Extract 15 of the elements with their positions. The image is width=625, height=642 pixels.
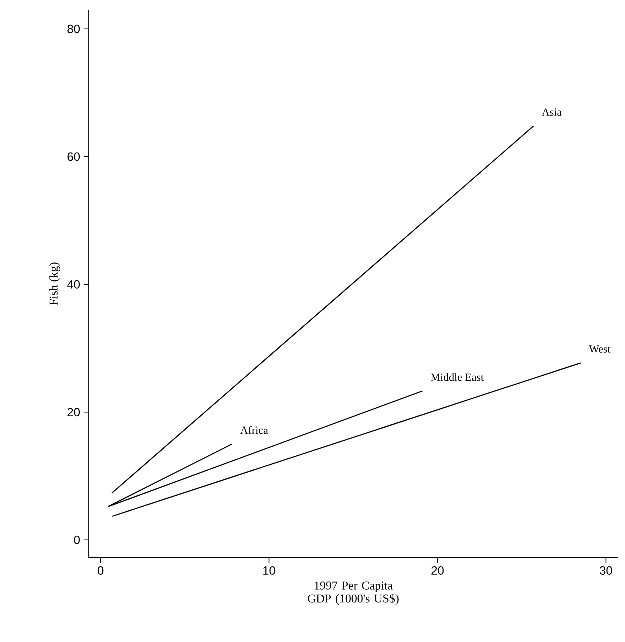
y-tick-label: 40 (67, 280, 80, 289)
y-tick-label: 20 (68, 408, 80, 417)
y-tick-label: 80 (68, 24, 80, 34)
x-tick-label: 10 (264, 566, 276, 575)
x-axis-title: 1997 Per Capita GDP (1000's US$) (308, 582, 399, 606)
x-tick-label: 30 (600, 566, 612, 575)
series-label: Africa (240, 426, 268, 434)
x-tick-label: 0 (98, 566, 104, 575)
series-label: Asia (542, 108, 562, 116)
y-tick-label: 0 (74, 536, 80, 544)
series-label: West (589, 346, 611, 353)
series-label: Middle East (431, 373, 484, 382)
y-tick-label: 60 (68, 152, 80, 162)
x-tick-label: 20 (432, 566, 444, 575)
y-axis-title: Fish (kg) (49, 262, 60, 306)
